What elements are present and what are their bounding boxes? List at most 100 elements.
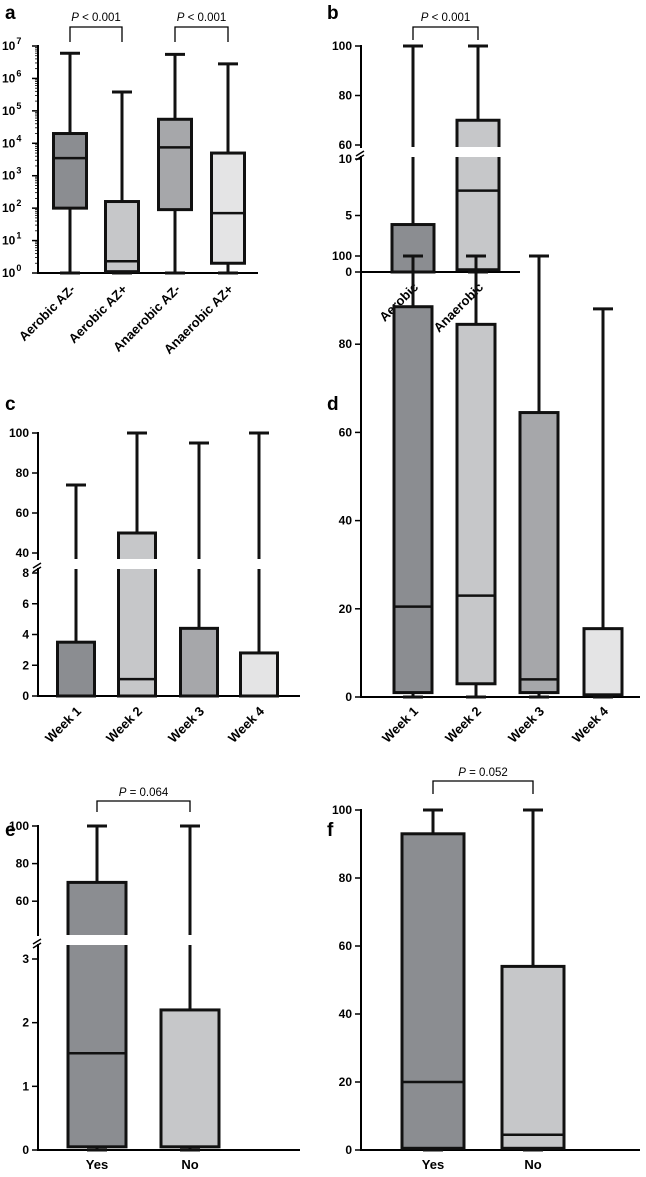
box-rect: [392, 305, 434, 695]
p-value-label: P = 0.052: [458, 767, 508, 779]
box-2: [104, 90, 140, 275]
y-tick-exponent: 7: [16, 36, 21, 46]
p-symbol: P: [177, 12, 185, 24]
box-1: [390, 44, 436, 274]
y-tick-label: 60: [339, 138, 353, 152]
y-tick-label: 40: [339, 514, 353, 528]
p-value: < 0.001: [428, 12, 470, 24]
box-rect: [390, 223, 436, 274]
y-tick-label: 104: [2, 133, 21, 150]
y-tick-label: 105: [2, 101, 21, 118]
box-rect: [104, 200, 140, 274]
category-label: Week 2: [103, 704, 145, 746]
y-tick-label: 8: [22, 566, 29, 580]
y-tick-label: 2: [22, 658, 29, 672]
y-tick-label: 60: [16, 894, 30, 908]
category-label: Week 4: [569, 703, 612, 746]
p-symbol: P: [119, 787, 127, 799]
box-rect: [582, 627, 624, 697]
box-1: [400, 808, 466, 1152]
break-band: [115, 559, 159, 569]
y-tick-label: 20: [339, 1075, 353, 1089]
y-tick-label: 106: [2, 68, 21, 85]
break-band: [54, 559, 98, 569]
break-band: [389, 147, 437, 157]
break-band: [237, 559, 281, 569]
box-1: [56, 483, 96, 698]
box-rect: [210, 151, 246, 265]
y-tick-label: 6: [22, 597, 29, 611]
y-tick-label: 20: [339, 602, 353, 616]
category-label: Week 3: [165, 704, 207, 746]
panel-label: a: [5, 3, 16, 24]
box-1: [52, 51, 88, 275]
p-value-label: P < 0.001: [421, 12, 471, 24]
significance-bracket: [432, 780, 534, 794]
box-3: [179, 441, 219, 698]
y-tick-label: 0: [22, 1143, 29, 1157]
y-tick-label: 60: [339, 425, 353, 439]
p-value: = 0.064: [126, 787, 168, 799]
category-label: No: [181, 1157, 198, 1172]
category-label: Week 1: [379, 704, 421, 746]
box-4: [210, 62, 246, 275]
significance-bracket: [174, 26, 229, 42]
y-tick-label: 80: [16, 466, 30, 480]
category-label: Week 4: [225, 703, 268, 746]
panel-c: c 0 2 4 6 8 40 60 80 100 Week 1 Week 2 Week 3 Week 4: [5, 394, 300, 746]
y-tick-label: 10: [339, 152, 353, 166]
p-value-label: P < 0.001: [177, 12, 227, 24]
y-tick-label: 100: [9, 819, 29, 833]
p-value: = 0.052: [466, 767, 508, 779]
p-symbol: P: [71, 12, 79, 24]
y-tick-label: 80: [339, 337, 353, 351]
y-tick-label: 5: [345, 209, 352, 223]
box-rect: [56, 640, 96, 698]
panel-label: e: [5, 820, 16, 841]
box-1: [392, 254, 434, 699]
panel-e: e 0 1 2 3 60 80 100 P = 0.064 Yes No: [5, 787, 300, 1172]
y-tick-label: 80: [339, 89, 353, 103]
axis-break-mark: [32, 562, 42, 569]
box-3: [157, 52, 193, 275]
category-label: Week 3: [505, 704, 547, 746]
break-band: [158, 935, 222, 945]
y-tick-label: 0: [345, 1143, 352, 1157]
y-tick-exponent: 3: [16, 166, 21, 176]
significance-bracket: [96, 800, 191, 812]
break-band: [65, 935, 129, 945]
box-rect: [518, 411, 560, 695]
box-rect: [66, 880, 128, 1149]
y-tick-label: 80: [16, 857, 30, 871]
box-rect: [159, 1008, 221, 1149]
y-tick-label: 40: [339, 1007, 353, 1021]
y-tick-label: 101: [2, 231, 21, 248]
axis-break-mark: [32, 942, 42, 949]
y-tick-label: 102: [2, 198, 21, 215]
significance-bracket: [412, 26, 479, 40]
box-2: [500, 808, 566, 1152]
y-tick-label: 100: [2, 263, 21, 280]
box-rect: [455, 322, 497, 686]
panel-label: b: [327, 3, 339, 24]
y-tick-label: 0: [345, 265, 352, 279]
box-rect: [52, 132, 88, 210]
box-rect: [157, 117, 193, 212]
y-tick-label: 60: [339, 939, 353, 953]
break-band: [177, 559, 221, 569]
category-label: Yes: [86, 1157, 108, 1172]
box-2: [159, 824, 221, 1152]
y-tick-label: 100: [332, 803, 352, 817]
panel-label: d: [327, 394, 339, 415]
y-tick-label: 107: [2, 36, 21, 53]
y-tick-label: 60: [16, 506, 30, 520]
box-rect: [400, 832, 466, 1150]
panel-label: f: [327, 820, 334, 841]
break-band: [454, 147, 502, 157]
y-tick-label: 100: [332, 249, 352, 263]
p-value: < 0.001: [79, 12, 121, 24]
panel-f: f 0 20 40 60 80 100 P = 0.052 Yes No: [327, 767, 640, 1172]
axis-break-mark: [355, 150, 365, 157]
y-tick-label: 0: [22, 689, 29, 703]
